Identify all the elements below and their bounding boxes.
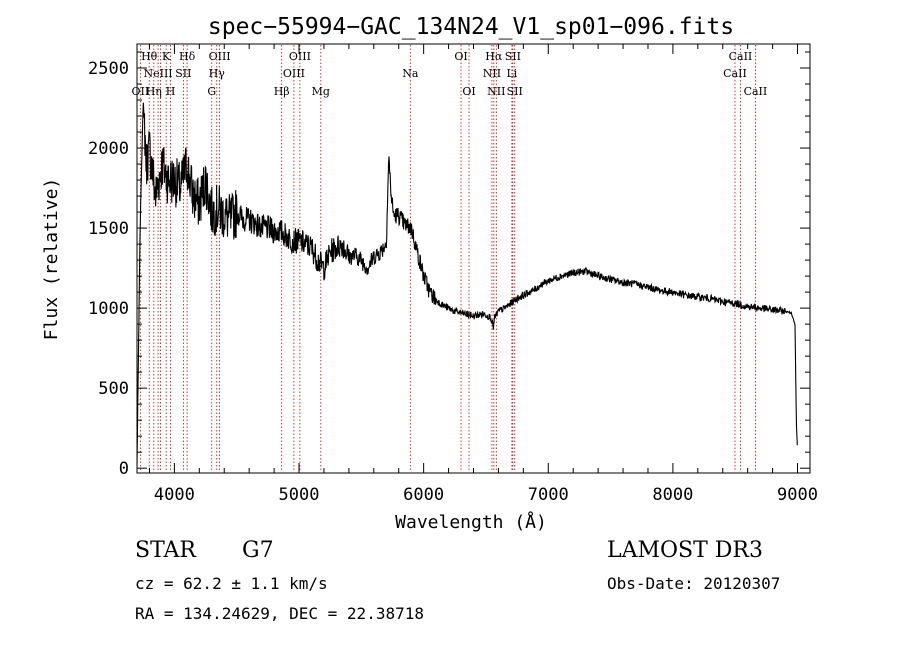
x-axis: 4000 5000 6000 7000 8000 9000: [148, 44, 818, 505]
x-tick-label: 7000: [528, 485, 569, 505]
spectral-line-label: NeIII: [143, 67, 172, 80]
spectral-subclass: G7: [242, 538, 274, 563]
spectral-line-label: Mg: [312, 85, 330, 98]
spectral-line-label: OIII: [209, 50, 231, 63]
spectral-line-label: OI: [462, 85, 475, 98]
spectral-line-label: CaII: [729, 50, 753, 63]
spectral-line-labels: OII Hθ Hη NeIII K H SII Hδ G Hγ OIII Hβ OIII OIII Mg Na…: [132, 50, 768, 98]
x-tick-label: 9000: [777, 485, 818, 505]
spectral-line-label: OII: [132, 85, 150, 98]
spectral-line-label: OI: [454, 50, 467, 63]
spectral-line-label: Hθ: [141, 50, 158, 63]
x-axis-label: Wavelength (Å): [395, 511, 547, 533]
survey-name: LAMOST DR3: [607, 538, 763, 563]
y-tick-label: 500: [98, 379, 129, 399]
obs-date: Obs-Date: 20120307: [607, 574, 781, 593]
spectral-line-label: OIII: [283, 67, 305, 80]
y-tick-label: 0: [119, 459, 129, 479]
x-tick-label: 6000: [403, 485, 444, 505]
spectral-line-label: K: [162, 50, 171, 63]
x-tick-label: 8000: [652, 485, 693, 505]
spectral-line-label: Hη: [146, 85, 162, 98]
spectral-line-label: Na: [402, 67, 419, 80]
spectral-line-label: SII: [507, 85, 523, 98]
y-axis: 0 500 1000 1500 2000 2500: [88, 51, 810, 479]
y-tick-label: 1000: [88, 299, 129, 319]
chart-title: spec−55994−GAC_134N24_V1_sp01−096.fits: [208, 14, 734, 40]
spectral-line-label: Li: [506, 67, 517, 80]
spectral-line-label: NII: [487, 85, 505, 98]
spectral-line-label: NII: [483, 67, 501, 80]
spectral-line-label: H: [166, 85, 176, 98]
y-tick-label: 2000: [88, 139, 129, 159]
x-tick-label: 5000: [279, 485, 320, 505]
y-tick-label: 2500: [88, 59, 129, 79]
spectral-line-label: OIII: [289, 50, 311, 63]
spectral-line-label: Hγ: [209, 67, 226, 80]
plot-frame: [136, 43, 811, 474]
spectral-line-label: CaII: [744, 85, 768, 98]
spectrum-line: [136, 102, 798, 466]
object-class: STAR: [135, 538, 196, 563]
spectral-line-label: SII: [175, 67, 191, 80]
spectral-line-label: G: [207, 85, 216, 98]
y-axis-label: Flux (relative): [41, 178, 62, 341]
spectral-line-label: SII: [505, 50, 521, 63]
spectral-line-label: Hδ: [179, 50, 196, 63]
redshift-text: cz = 62.2 ± 1.1 km/s: [135, 574, 328, 593]
spectral-line-label: CaII: [723, 67, 747, 80]
y-tick-label: 1500: [88, 219, 129, 239]
coordinates: RA = 134.24629, DEC = 22.38718: [135, 604, 424, 623]
x-tick-label: 4000: [154, 485, 195, 505]
spectral-line-label: Hα: [485, 50, 503, 63]
spectral-line-markers: [139, 45, 756, 472]
spectral-line-label: Hβ: [274, 85, 290, 98]
